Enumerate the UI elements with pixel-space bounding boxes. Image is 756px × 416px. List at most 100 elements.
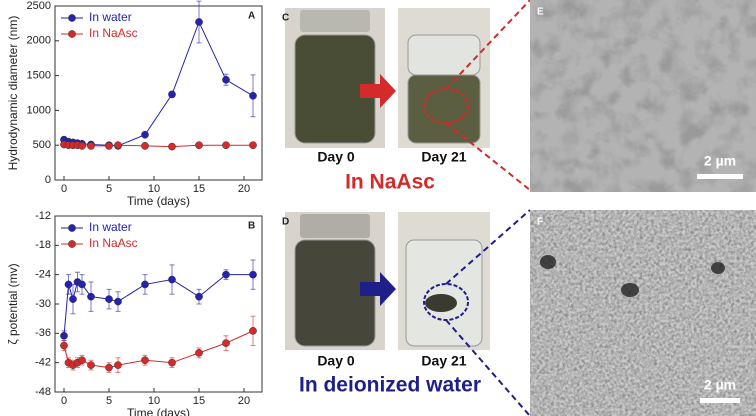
- legend-label: In water: [89, 10, 132, 24]
- plot-frame: [54, 5, 263, 181]
- panel-label: F: [537, 217, 543, 228]
- data-point: [195, 292, 203, 301]
- y-tick-label: -18: [35, 239, 51, 251]
- arrow: [360, 272, 396, 306]
- data-point: [168, 90, 176, 99]
- data-point: [87, 142, 95, 150]
- x-tick-label: 15: [193, 395, 205, 407]
- data-point: [222, 141, 230, 150]
- jar-clear: [405, 239, 483, 347]
- y-tick-label: -12: [35, 210, 51, 222]
- scale-label: 2 µm: [704, 377, 736, 393]
- data-point: [168, 142, 176, 151]
- plot: -48 -42 -36 -30 -24 -18 -12 0 5 10 15 20 Time (days)…: [6, 210, 263, 416]
- caption: In NaAsc: [345, 171, 435, 194]
- data-point: [105, 142, 113, 150]
- jar-top: [407, 34, 481, 76]
- aggregate: [711, 262, 725, 274]
- data-point: [168, 275, 176, 284]
- y-axis-label: Hydrodynamic diameter (nm): [6, 16, 20, 171]
- data-point: [114, 361, 122, 369]
- data-point: [114, 297, 122, 306]
- sediment: [425, 294, 457, 312]
- day-label: Day 0: [317, 149, 355, 165]
- x-axis-label: Time (days): [127, 406, 190, 416]
- data-point: [78, 280, 86, 289]
- zoom-line: [445, 122, 531, 191]
- x-tick-label: 15: [193, 183, 205, 195]
- data-point: [60, 341, 68, 350]
- legend-label: In NaAsc: [89, 236, 138, 250]
- data-point: [60, 331, 68, 340]
- zoom-line: [445, 319, 531, 416]
- zoom-line: [445, 0, 531, 90]
- y-tick-label: -30: [35, 298, 51, 310]
- data-point: [222, 270, 230, 279]
- data-point: [87, 292, 95, 301]
- y-tick-label: -42: [35, 357, 51, 369]
- aggregate: [621, 283, 639, 297]
- data-point: [69, 295, 77, 303]
- x-tick-label: 0: [61, 395, 67, 407]
- panel-label: C: [282, 13, 289, 24]
- data-point: [105, 363, 113, 372]
- legend-marker: [68, 224, 76, 232]
- micrograph-f: F 2 µm: [530, 210, 756, 416]
- y-tick-label: 1000: [27, 104, 51, 116]
- y-axis-label: ζ potential (mv): [6, 263, 20, 344]
- day-label: Day 21: [421, 149, 466, 165]
- legend-marker: [68, 240, 76, 248]
- y-tick-label: -48: [35, 386, 51, 398]
- x-tick-label: 10: [148, 183, 160, 195]
- series-line: [63, 274, 253, 336]
- data-point: [141, 356, 149, 365]
- micrograph-e: E 2 µm: [530, 0, 756, 192]
- panel-label: E: [537, 7, 544, 18]
- x-tick-label: 10: [148, 395, 160, 407]
- jar-lid: [300, 214, 370, 238]
- caption: In deionized water: [299, 374, 481, 397]
- scale-label: 2 µm: [704, 153, 736, 169]
- scale-bar: [697, 174, 743, 179]
- legend-marker: [68, 30, 76, 38]
- legend-label: In water: [89, 220, 132, 234]
- data-point: [105, 295, 113, 303]
- data-point: [195, 141, 203, 150]
- data-point: [141, 142, 149, 150]
- zoom-line: [445, 209, 531, 285]
- legend-label: In NaAsc: [89, 26, 138, 40]
- series-line: [63, 20, 254, 147]
- legend-marker: [68, 14, 76, 22]
- sem-texture: [530, 210, 756, 416]
- plot: 0 500 1000 1500 2000 2500 0 5 10 15 20 Time (days) H…: [6, 0, 263, 208]
- data-point: [249, 91, 257, 100]
- y-tick-label: 2000: [27, 35, 51, 47]
- x-axis-label: Time (days): [127, 194, 190, 208]
- data-point: [249, 270, 257, 279]
- y-tick-label: 2500: [27, 0, 51, 12]
- data-point: [249, 141, 257, 150]
- photo-panel-d: D Day 0 Day 21 In deionized water: [282, 209, 531, 416]
- day-label: Day 21: [421, 353, 466, 369]
- x-tick-label: 0: [61, 183, 67, 195]
- x-tick-label: 20: [238, 183, 250, 195]
- arrow: [360, 74, 396, 108]
- panel-label: B: [248, 221, 255, 232]
- x-tick-label: 20: [238, 395, 250, 407]
- data-point: [141, 280, 149, 289]
- jar-liquid: [407, 74, 481, 144]
- plot-frame: [54, 215, 263, 393]
- y-tick-label: 1500: [27, 70, 51, 82]
- y-tick-label: -24: [35, 269, 51, 281]
- panel-label: D: [282, 217, 289, 228]
- y-tick-label: 0: [45, 174, 51, 186]
- y-tick-label: 500: [33, 139, 51, 151]
- data-point: [114, 141, 122, 150]
- panel-label: A: [248, 11, 255, 22]
- data-point: [249, 327, 257, 335]
- day-label: Day 0: [317, 353, 355, 369]
- data-point: [78, 142, 86, 150]
- scale-bar: [700, 398, 740, 403]
- data-point: [222, 339, 230, 347]
